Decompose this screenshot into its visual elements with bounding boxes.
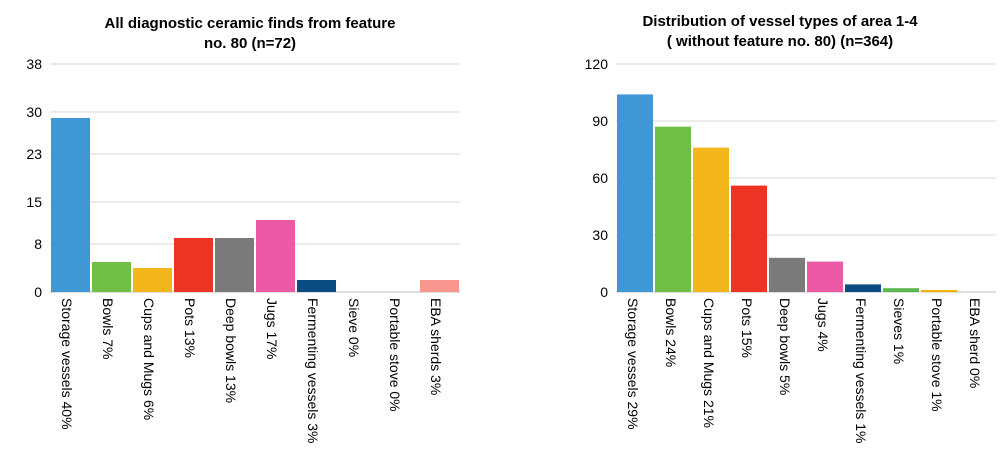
chart-title-line-1: Distribution of vessel types of area 1-4: [642, 13, 918, 30]
y-tick-label: 0: [600, 284, 608, 300]
bar: [655, 126, 691, 292]
y-tick-label: 0: [34, 284, 42, 300]
bar: [92, 262, 131, 292]
y-tick-label: 8: [34, 236, 42, 252]
bar: [731, 185, 767, 292]
y-tick-label: 60: [592, 170, 608, 186]
bar: [174, 238, 213, 292]
bar: [807, 261, 843, 292]
bar: [921, 290, 957, 292]
bar: [617, 94, 653, 293]
x-tick-label: EBA sherds 3%: [428, 298, 444, 395]
x-tick-label: Sieve 0%: [346, 298, 362, 357]
x-tick-label: Pots 13%: [182, 298, 198, 358]
x-tick-label: Jugs 4%: [815, 298, 831, 352]
bar: [51, 118, 90, 292]
chart-title-line-2: no. 80 (n=72): [204, 35, 296, 52]
y-tick-label: 23: [26, 146, 42, 162]
bar: [845, 284, 881, 292]
x-tick-label: Jugs 17%: [264, 298, 280, 359]
x-tick-label: Storage vessels 29%: [625, 298, 641, 430]
x-tick-label: EBA sherd 0%: [967, 298, 983, 388]
x-tick-label: Storage vessels 40%: [59, 298, 75, 430]
y-tick-label: 38: [26, 56, 42, 72]
x-tick-label: Pots 15%: [739, 298, 755, 358]
bar: [215, 238, 254, 292]
y-tick-label: 30: [592, 227, 608, 243]
bar: [133, 268, 172, 292]
bar: [420, 280, 459, 292]
bar: [769, 257, 805, 292]
x-tick-label: Portable stove 0%: [387, 298, 403, 412]
y-tick-label: 15: [26, 194, 42, 210]
x-tick-label: Portable stove 1%: [929, 298, 945, 412]
chart-title-line-1: All diagnostic ceramic finds from featur…: [105, 15, 396, 32]
bar: [693, 147, 729, 292]
y-tick-label: 120: [585, 56, 609, 72]
bar: [297, 280, 336, 292]
x-tick-label: Fermenting vessels 1%: [853, 298, 869, 444]
x-tick-label: Cups and Mugs 21%: [701, 298, 717, 428]
x-tick-label: Cups and Mugs 6%: [141, 298, 157, 420]
y-tick-label: 90: [592, 113, 608, 129]
x-tick-label: Bowls 7%: [100, 298, 116, 359]
x-tick-label: Deep bowls 5%: [777, 298, 793, 395]
y-tick-label: 30: [26, 104, 42, 120]
chart-title-line-2: ( without feature no. 80) (n=364): [667, 33, 893, 50]
x-tick-label: Sieves 1%: [891, 298, 907, 364]
chart-feature-80: All diagnostic ceramic finds from featur…: [26, 15, 460, 444]
bar: [256, 220, 295, 292]
bar: [883, 288, 919, 292]
x-tick-label: Bowls 24%: [663, 298, 679, 367]
x-tick-label: Fermenting vessels 3%: [305, 298, 321, 444]
x-tick-label: Deep bowls 13%: [223, 298, 239, 403]
